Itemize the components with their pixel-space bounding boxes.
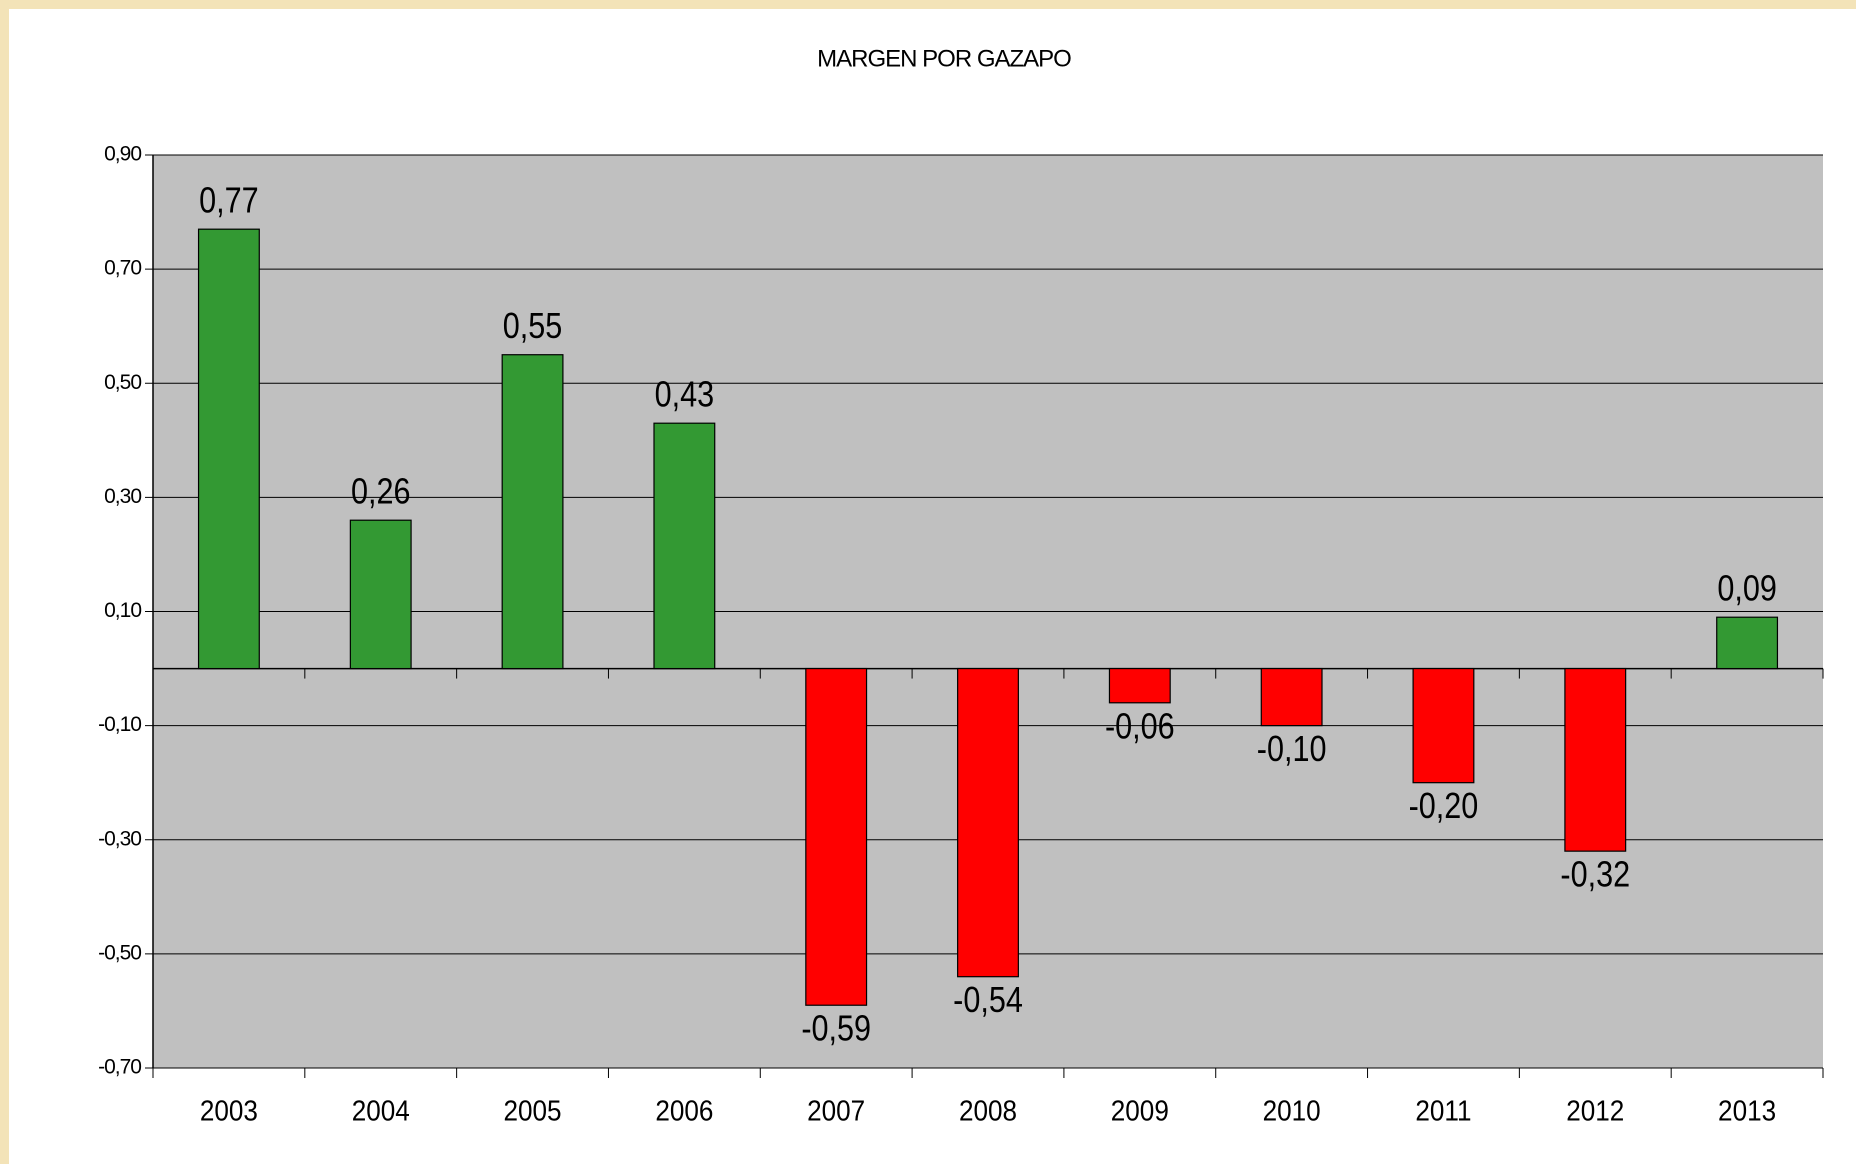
bar [1108, 667, 1171, 704]
bar [1716, 616, 1779, 670]
bar [1564, 667, 1627, 852]
value-label: 0,26 [351, 472, 411, 512]
value-label: 0,55 [503, 307, 563, 347]
value-label: -0,54 [953, 981, 1023, 1021]
value-label: -0,59 [801, 1009, 871, 1049]
bar [957, 667, 1019, 978]
y-tick-label: -0,30 [98, 827, 141, 850]
x-tick-label: 2005 [504, 1094, 562, 1127]
bar [197, 228, 260, 670]
y-tick-label: 0,70 [104, 257, 141, 280]
x-tick-label: 2003 [200, 1094, 258, 1127]
value-label: 0,09 [1717, 569, 1777, 609]
x-tick-label: 2004 [352, 1094, 410, 1127]
value-label: -0,10 [1257, 730, 1327, 770]
bar [1412, 667, 1475, 784]
value-label: -0,06 [1105, 707, 1175, 747]
value-label: -0,32 [1560, 855, 1630, 895]
x-tick-label: 2013 [1718, 1094, 1776, 1127]
value-label: -0,20 [1409, 787, 1479, 827]
x-tick-label: 2011 [1415, 1094, 1471, 1127]
y-tick-label: 0,50 [104, 371, 141, 394]
bar [501, 354, 564, 670]
y-tick-label: -0,10 [98, 713, 141, 736]
x-tick-label: 2006 [655, 1094, 713, 1127]
y-tick-label: 0,30 [104, 485, 141, 508]
value-label: 0,77 [199, 181, 259, 221]
y-tick-label: 0,10 [104, 599, 141, 622]
x-tick-label: 2007 [807, 1094, 865, 1127]
x-tick-label: 2008 [959, 1094, 1017, 1127]
x-tick-label: 2010 [1263, 1094, 1321, 1127]
bar [805, 667, 868, 1006]
y-tick-label: 0,90 [104, 143, 141, 166]
y-tick-label: -0,70 [98, 1056, 141, 1079]
bar [653, 422, 716, 670]
value-label: 0,43 [655, 375, 715, 415]
x-tick-label: 2012 [1566, 1094, 1624, 1127]
y-tick-label: -0,50 [98, 941, 141, 964]
bar [1260, 667, 1323, 727]
x-tick-label: 2009 [1111, 1094, 1169, 1127]
chart-title: MARGEN POR GAZAPO [817, 45, 1071, 72]
bar [349, 519, 412, 670]
